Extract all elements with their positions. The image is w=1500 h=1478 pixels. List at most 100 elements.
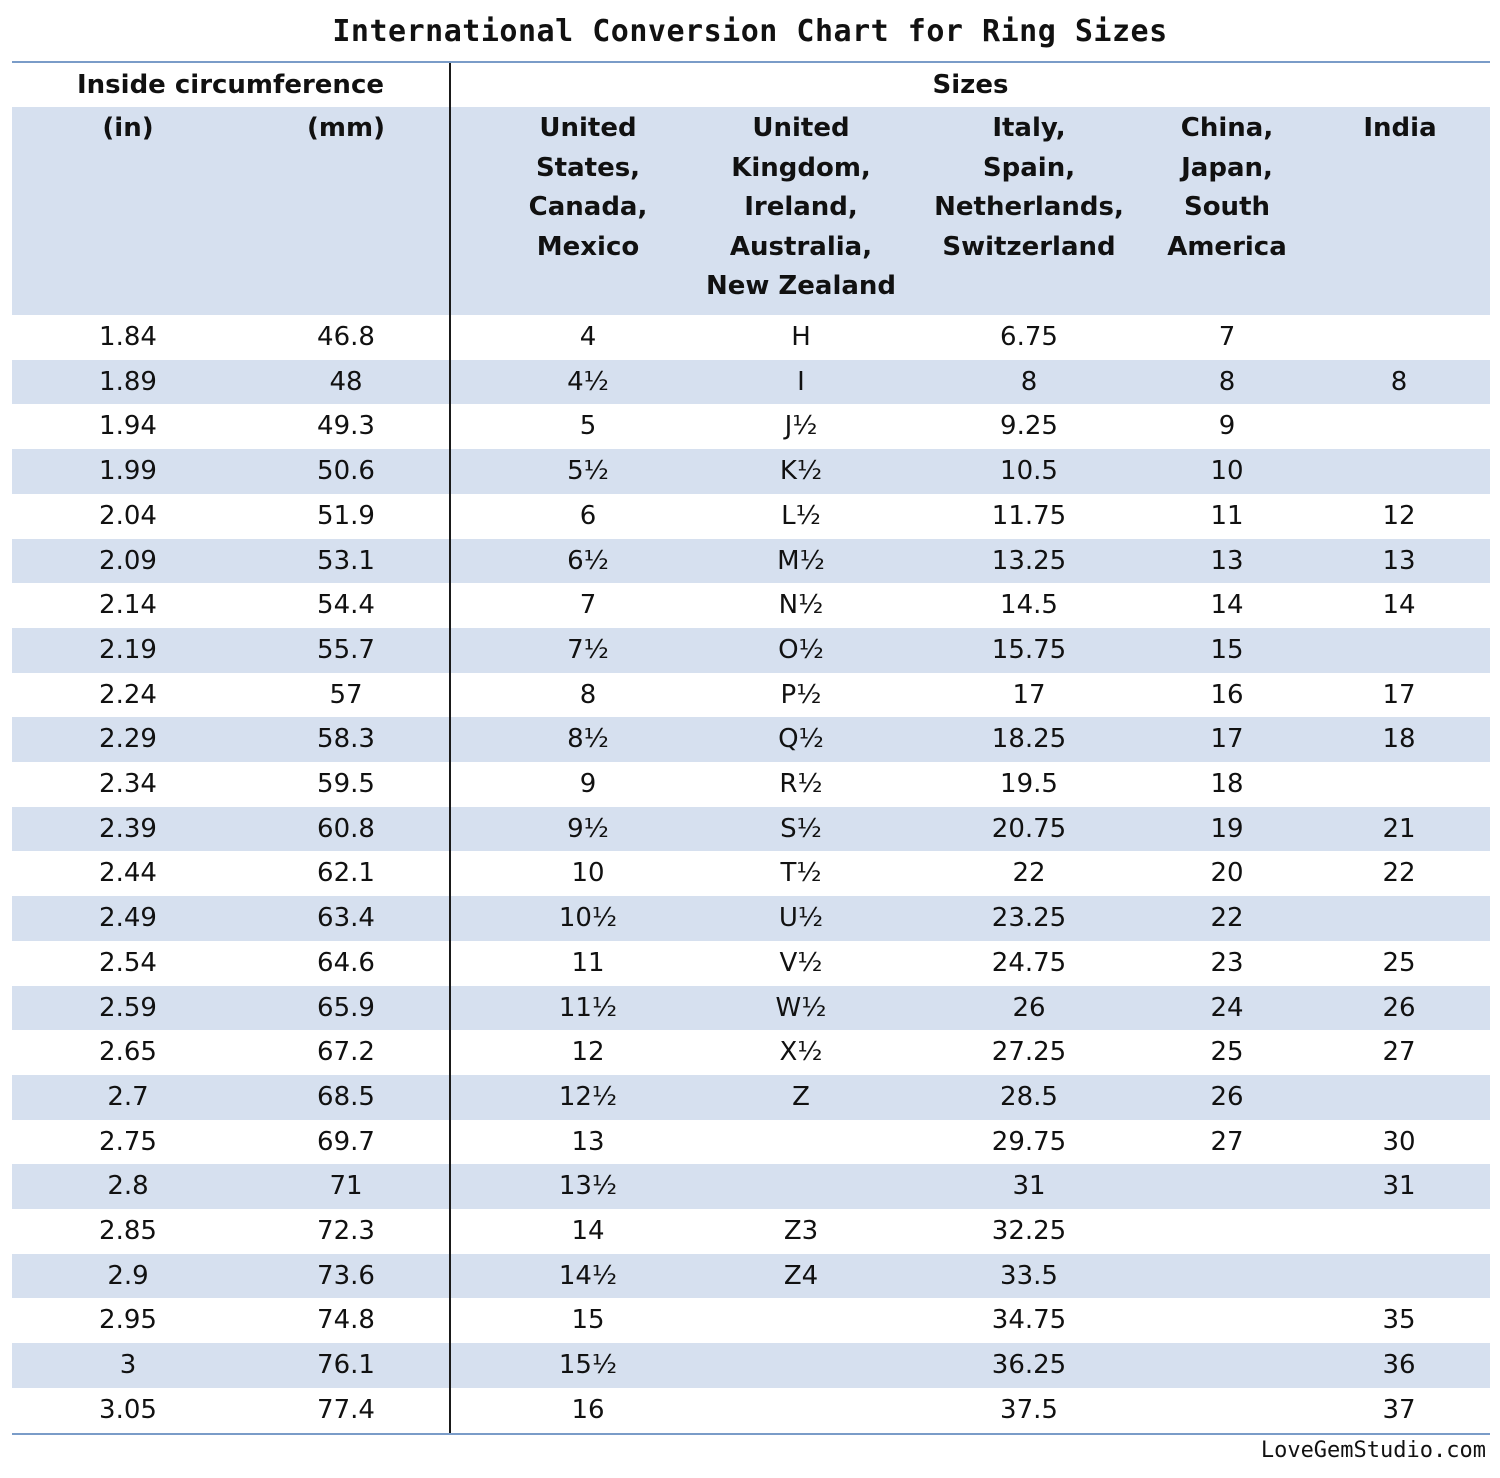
cell-india: 25 <box>1382 947 1416 978</box>
table-row: 1.99 50.6 5½ K½ 10.5 10 <box>12 449 1490 494</box>
cell-inches: 1.89 <box>99 366 157 397</box>
cell-italy: 32.25 <box>991 1216 1067 1246</box>
cell-china: 22 <box>1210 903 1244 934</box>
cell-india: 37 <box>1382 1394 1416 1425</box>
cell-uk: R½ <box>779 769 823 799</box>
cell-inches: 2.09 <box>99 545 157 576</box>
cell-inches: 2.8 <box>107 1171 149 1202</box>
cell-india <box>1309 315 1489 360</box>
cell-italy: 11.75 <box>991 500 1067 531</box>
cell-millimeters: 50.6 <box>317 456 375 487</box>
cell-italy: 27.25 <box>991 1037 1067 1068</box>
cell-us: 9½ <box>567 813 609 844</box>
cell-millimeters: 64.6 <box>317 947 375 978</box>
cell-china <box>1137 1209 1317 1254</box>
cell-millimeters: 65.9 <box>317 992 375 1023</box>
table-row: 2.39 60.8 9½ S½ 20.75 19 21 <box>12 806 1490 852</box>
top-rule <box>12 61 1490 63</box>
cell-china: 27 <box>1210 1126 1244 1157</box>
cell-india: 8 <box>1390 366 1408 397</box>
cell-china: 10 <box>1210 456 1244 487</box>
table-row: 2.34 59.5 9 R½ 19.5 18 <box>12 762 1490 807</box>
cell-india: 36 <box>1382 1350 1416 1381</box>
column-header-us: United States, Canada, Mexico <box>528 113 648 262</box>
table-row: 2.59 65.9 11½ W½ 26 24 26 <box>12 985 1490 1031</box>
cell-uk: Q½ <box>778 724 824 755</box>
cell-inches: 2.7 <box>107 1081 149 1112</box>
cell-inches: 2.34 <box>99 769 157 799</box>
cell-inches: 2.49 <box>99 903 157 934</box>
cell-india <box>1309 449 1489 494</box>
column-divider <box>449 63 451 1433</box>
cell-inches: 2.95 <box>99 1305 157 1336</box>
cell-italy: 14.5 <box>1000 590 1058 621</box>
cell-us: 16 <box>571 1394 605 1425</box>
cell-china: 25 <box>1210 1037 1244 1068</box>
table-row: 2.04 51.9 6 L½ 11.75 11 12 <box>12 494 1490 539</box>
cell-millimeters: 73.6 <box>317 1260 375 1291</box>
column-header-uk: United Kingdom, Ireland, Australia, New … <box>705 113 897 301</box>
cell-uk <box>711 1388 891 1433</box>
cell-italy: 9.25 <box>1000 411 1058 442</box>
cell-china: 17 <box>1210 724 1244 755</box>
table-row: 2.49 63.4 10½ U½ 23.25 22 <box>12 896 1490 941</box>
cell-china <box>1137 1254 1317 1299</box>
cell-india: 12 <box>1382 500 1416 531</box>
column-header-italy: Italy, Spain, Netherlands, Switzerland <box>934 113 1124 262</box>
table-row: 2.14 54.4 7 N½ 14.5 14 14 <box>12 583 1490 628</box>
table-row: 2.75 69.7 13 29.75 27 30 <box>12 1120 1490 1165</box>
cell-millimeters: 48 <box>329 366 363 397</box>
cell-inches: 1.84 <box>99 322 157 352</box>
cell-millimeters: 53.1 <box>317 545 375 576</box>
table-row: 2.54 64.6 11 V½ 24.75 23 25 <box>12 941 1490 986</box>
cell-india <box>1309 1209 1489 1254</box>
cell-us: 13 <box>571 1126 605 1157</box>
cell-millimeters: 77.4 <box>317 1394 375 1425</box>
cell-us: 10½ <box>558 903 618 934</box>
cell-us: 14 <box>571 1216 605 1246</box>
cell-uk: X½ <box>779 1037 823 1068</box>
cell-china <box>1137 1164 1317 1209</box>
cell-italy: 29.75 <box>991 1126 1067 1157</box>
cell-uk: J½ <box>784 411 818 442</box>
cell-us: 8½ <box>567 724 609 755</box>
cell-china <box>1137 1343 1317 1388</box>
cell-china <box>1137 1388 1317 1433</box>
cell-italy: 17 <box>1012 679 1046 710</box>
cell-inches: 1.99 <box>99 456 157 487</box>
cell-inches: 2.24 <box>99 679 157 710</box>
cell-us: 15½ <box>558 1350 618 1381</box>
cell-italy: 24.75 <box>991 947 1067 978</box>
cell-uk: V½ <box>779 947 823 978</box>
table-row: 3 76.1 15½ 36.25 36 <box>12 1343 1490 1388</box>
cell-italy: 36.25 <box>991 1350 1067 1381</box>
cell-inches: 1.94 <box>99 411 157 442</box>
cell-millimeters: 58.3 <box>317 724 375 755</box>
cell-china: 16 <box>1210 679 1244 710</box>
cell-inches: 2.65 <box>99 1037 157 1068</box>
cell-us: 14½ <box>558 1260 618 1291</box>
cell-china: 11 <box>1210 500 1244 531</box>
cell-millimeters: 69.7 <box>317 1126 375 1157</box>
cell-india <box>1309 896 1489 941</box>
cell-india: 14 <box>1382 590 1416 621</box>
site-credit: LoveGemStudio.com <box>1260 1438 1486 1463</box>
cell-inches: 2.59 <box>99 992 157 1023</box>
cell-uk: O½ <box>778 634 824 665</box>
cell-india: 27 <box>1382 1037 1416 1068</box>
cell-inches: 2.54 <box>99 947 157 978</box>
table-row: 1.89 48 4½ I 8 8 8 <box>12 359 1490 405</box>
cell-millimeters: 59.5 <box>317 769 375 799</box>
cell-millimeters: 51.9 <box>317 500 375 531</box>
column-header-band <box>12 107 1490 315</box>
cell-uk: W½ <box>775 992 827 1023</box>
cell-uk: Z <box>792 1081 810 1112</box>
cell-china <box>1137 1298 1317 1343</box>
cell-china: 18 <box>1210 769 1244 799</box>
cell-uk: L½ <box>781 500 821 531</box>
cell-china: 9 <box>1218 411 1236 442</box>
cell-us: 10 <box>571 858 605 889</box>
cell-us: 5 <box>579 411 597 442</box>
column-header-millimeters: (mm) <box>307 113 385 143</box>
cell-india <box>1309 628 1489 673</box>
